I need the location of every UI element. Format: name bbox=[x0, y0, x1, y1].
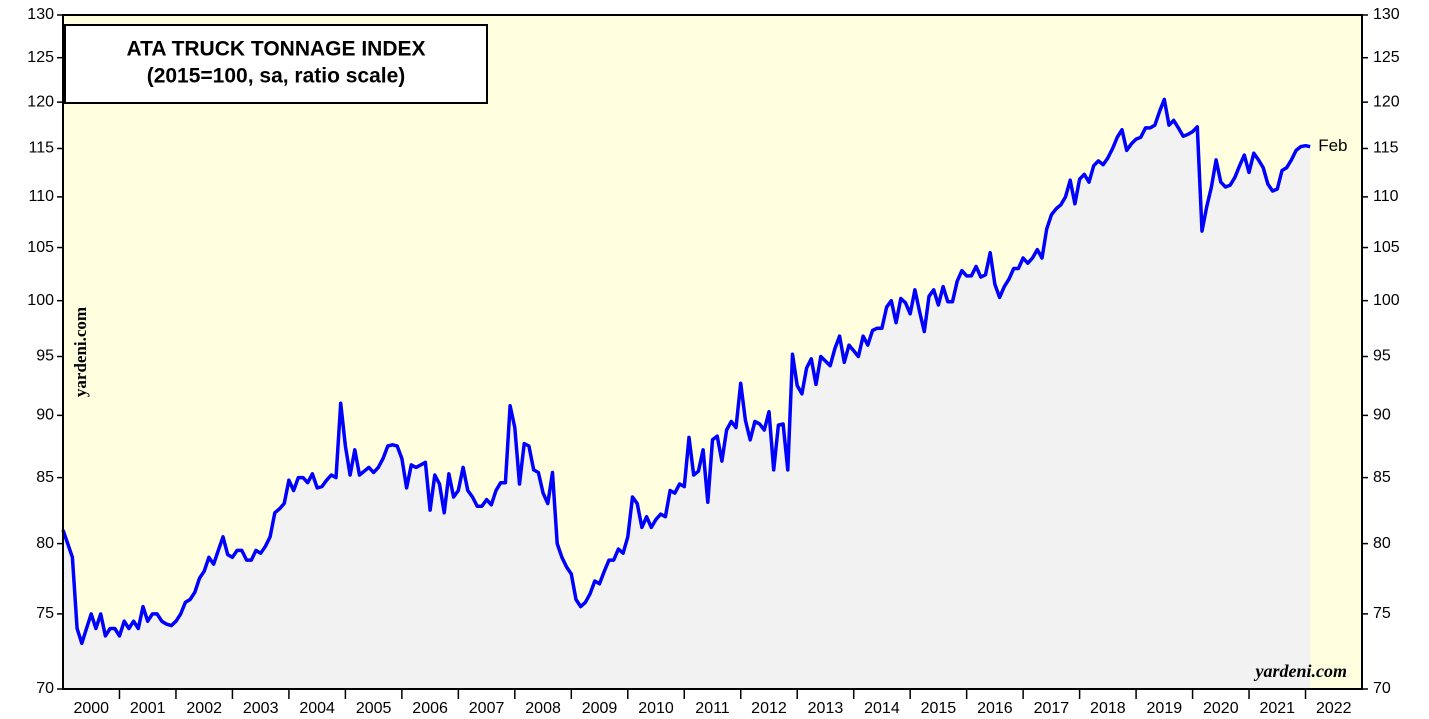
x-tick-label: 2022 bbox=[1316, 700, 1352, 717]
y-tick-label: 70 bbox=[1373, 680, 1391, 697]
y-tick-label: 120 bbox=[27, 93, 54, 110]
x-tick-label: 2006 bbox=[412, 700, 448, 717]
x-tick-label: 2011 bbox=[695, 700, 730, 717]
y-tick-label: 110 bbox=[28, 188, 54, 205]
y-tick-label: 100 bbox=[1373, 292, 1400, 309]
x-tick-label: 2004 bbox=[299, 700, 335, 717]
x-tick-label: 2013 bbox=[808, 700, 844, 717]
y-tick-label: 120 bbox=[1373, 93, 1400, 110]
y-tick-label: 85 bbox=[36, 469, 54, 486]
x-tick-label: 2003 bbox=[243, 700, 279, 717]
chart-title: ATA TRUCK TONNAGE INDEX bbox=[126, 38, 425, 61]
y-tick-label: 80 bbox=[1373, 535, 1391, 552]
x-tick-label: 2005 bbox=[356, 700, 392, 717]
y-tick-label: 130 bbox=[27, 6, 54, 23]
x-tick-label: 2018 bbox=[1090, 700, 1126, 717]
y-tick-label: 125 bbox=[1373, 49, 1400, 66]
x-tick-label: 2009 bbox=[582, 700, 618, 717]
y-tick-label: 125 bbox=[27, 49, 54, 66]
y-tick-label: 105 bbox=[1373, 239, 1400, 256]
title-box bbox=[64, 24, 488, 104]
y-tick-label: 75 bbox=[36, 605, 54, 622]
y-tick-label: 110 bbox=[1373, 188, 1399, 205]
x-tick-label: 2008 bbox=[525, 700, 561, 717]
y-tick-label: 130 bbox=[1373, 6, 1400, 23]
x-tick-label: 2015 bbox=[921, 700, 957, 717]
y-tick-label: 70 bbox=[36, 680, 54, 697]
x-tick-label: 2000 bbox=[73, 700, 109, 717]
x-tick-label: 2021 bbox=[1259, 700, 1295, 717]
y-tick-label: 95 bbox=[36, 348, 54, 365]
plot-frame bbox=[62, 14, 1363, 690]
y-tick-label: 90 bbox=[1373, 407, 1391, 424]
y-tick-label: 95 bbox=[1373, 348, 1391, 365]
line bbox=[61, 97, 1311, 646]
chart-subtitle: (2015=100, sa, ratio scale) bbox=[147, 65, 406, 88]
end-label: Feb bbox=[1318, 136, 1347, 155]
x-tick-label: 2020 bbox=[1203, 700, 1239, 717]
x-tick-label: 2002 bbox=[186, 700, 222, 717]
x-tick-label: 2001 bbox=[130, 700, 166, 717]
y-tick-label: 75 bbox=[1373, 605, 1391, 622]
x-tick-label: 2017 bbox=[1034, 700, 1070, 717]
x-tick-label: 2016 bbox=[977, 700, 1013, 717]
x-tick-label: 2014 bbox=[864, 700, 900, 717]
y-tick-label: 115 bbox=[28, 140, 54, 157]
x-tick-label: 2012 bbox=[751, 700, 787, 717]
watermark: yardeni.com bbox=[71, 307, 90, 397]
y-tick-label: 80 bbox=[36, 535, 54, 552]
watermark: yardeni.com bbox=[1254, 661, 1348, 681]
y-tick-label: 85 bbox=[1373, 469, 1391, 486]
y-tick-label: 115 bbox=[1373, 140, 1399, 157]
x-tick-label: 2019 bbox=[1147, 700, 1183, 717]
y-tick-label: 100 bbox=[27, 292, 54, 309]
area bbox=[63, 99, 1311, 689]
y-tick-label: 90 bbox=[36, 407, 54, 424]
x-tick-label: 2010 bbox=[638, 700, 674, 717]
y-tick-label: 105 bbox=[27, 239, 54, 256]
x-tick-label: 2007 bbox=[469, 700, 505, 717]
